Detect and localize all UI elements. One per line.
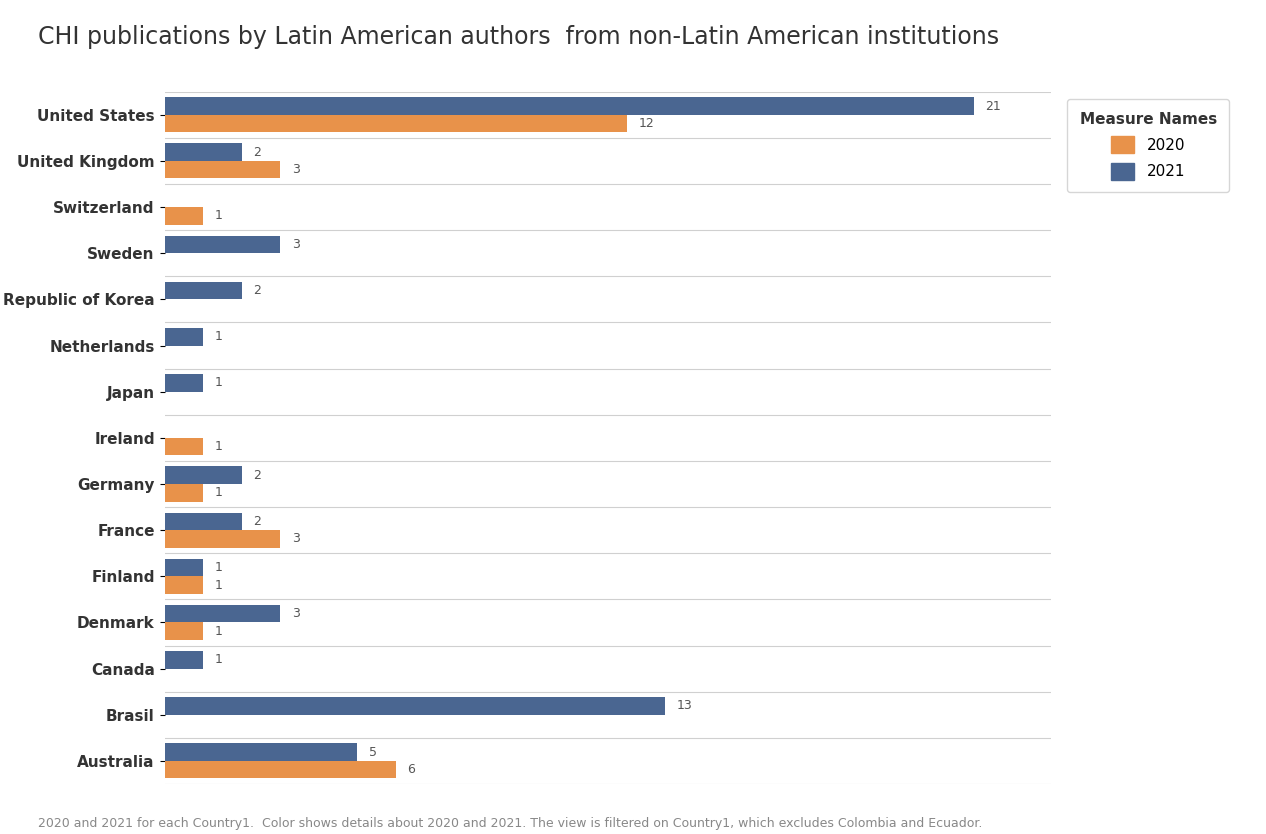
Text: 1: 1 [215, 579, 223, 591]
Bar [165, 374, 203, 392]
Text: 1: 1 [215, 440, 223, 453]
Text: 1: 1 [215, 376, 223, 389]
Text: 1: 1 [215, 330, 223, 344]
Bar [165, 622, 203, 640]
Bar [165, 697, 666, 715]
Bar [165, 236, 280, 254]
Bar [165, 282, 242, 299]
Bar [165, 651, 203, 669]
Text: 1: 1 [215, 561, 223, 574]
Text: 21: 21 [985, 99, 1001, 113]
Text: 3: 3 [291, 238, 300, 251]
Bar [165, 576, 203, 594]
Bar [165, 466, 242, 484]
Bar [165, 207, 203, 224]
Text: 2: 2 [253, 469, 261, 482]
Bar [165, 161, 280, 178]
Bar [165, 98, 974, 115]
Text: 2: 2 [253, 515, 261, 528]
Text: 3: 3 [291, 163, 300, 176]
Text: 2: 2 [253, 284, 261, 297]
Bar [165, 115, 627, 133]
Text: 1: 1 [215, 653, 223, 666]
Text: 13: 13 [677, 700, 693, 712]
Text: 3: 3 [291, 532, 300, 545]
Bar [165, 530, 280, 548]
Text: 1: 1 [215, 209, 223, 223]
Legend: 2020, 2021: 2020, 2021 [1067, 99, 1229, 193]
Bar [165, 143, 242, 161]
Text: 2: 2 [253, 146, 261, 158]
Text: 5: 5 [368, 746, 377, 759]
Text: 12: 12 [638, 117, 655, 130]
Bar [165, 761, 396, 778]
Bar [165, 513, 242, 530]
Bar [165, 559, 203, 576]
Text: 1: 1 [215, 625, 223, 638]
Text: 2020 and 2021 for each Country1.  Color shows details about 2020 and 2021. The v: 2020 and 2021 for each Country1. Color s… [38, 816, 982, 830]
Text: 6: 6 [408, 763, 415, 776]
Text: CHI publications by Latin American authors  from non-Latin American institutions: CHI publications by Latin American autho… [38, 25, 999, 49]
Text: 1: 1 [215, 486, 223, 500]
Bar [165, 484, 203, 501]
Bar [165, 605, 280, 622]
Bar [165, 743, 357, 761]
Bar [165, 438, 203, 455]
Bar [165, 328, 203, 345]
Text: 3: 3 [291, 607, 300, 620]
